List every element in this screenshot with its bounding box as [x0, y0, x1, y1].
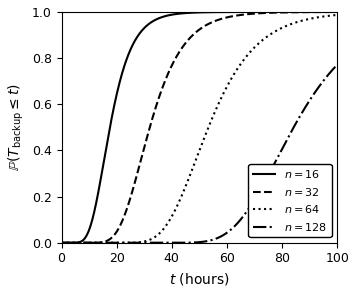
$n=32$ — [276, 11, 281, 14]
$n=16$ — [193, 11, 198, 14]
$n=16$ — [335, 10, 339, 14]
$n=64$ — [186, 178, 190, 182]
$n=64$ — [73, 241, 78, 245]
Line: $n=64$: $n=64$ — [62, 15, 337, 243]
$n=64$ — [335, 13, 339, 17]
$n=64$ — [59, 241, 64, 245]
$n=32$ — [73, 241, 78, 245]
$n=128$ — [73, 241, 78, 245]
$n=128$ — [186, 241, 190, 244]
$n=128$ — [193, 241, 198, 244]
$n=128$ — [327, 72, 331, 76]
Line: $n=32$: $n=32$ — [62, 12, 337, 243]
$n=128$ — [327, 72, 331, 76]
$n=32$ — [193, 31, 198, 34]
$n=16$ — [327, 10, 331, 14]
$n=32$ — [327, 10, 331, 14]
$n=16$ — [276, 10, 281, 14]
Legend: $n=16$, $n=32$, $n=64$, $n=128$: $n=16$, $n=32$, $n=64$, $n=128$ — [248, 164, 331, 237]
X-axis label: $t$ (hours): $t$ (hours) — [169, 271, 230, 287]
Line: $n=16$: $n=16$ — [62, 12, 337, 243]
$n=16$ — [327, 10, 331, 14]
$n=64$ — [193, 159, 198, 163]
$n=16$ — [59, 241, 64, 245]
Line: $n=128$: $n=128$ — [62, 65, 337, 243]
$n=32$ — [327, 10, 331, 14]
$n=64$ — [327, 14, 331, 18]
$n=32$ — [335, 10, 339, 14]
$n=32$ — [186, 38, 190, 42]
$n=32$ — [59, 241, 64, 245]
$n=16$ — [73, 241, 78, 245]
$n=64$ — [276, 28, 281, 31]
$n=64$ — [327, 14, 331, 18]
Y-axis label: $\mathbb{P}(T_{\mathrm{backup}} \leq t)$: $\mathbb{P}(T_{\mathrm{backup}} \leq t)$ — [7, 83, 26, 171]
$n=128$ — [59, 241, 64, 245]
$n=16$ — [186, 11, 190, 15]
$n=128$ — [276, 154, 281, 157]
$n=128$ — [335, 63, 339, 66]
